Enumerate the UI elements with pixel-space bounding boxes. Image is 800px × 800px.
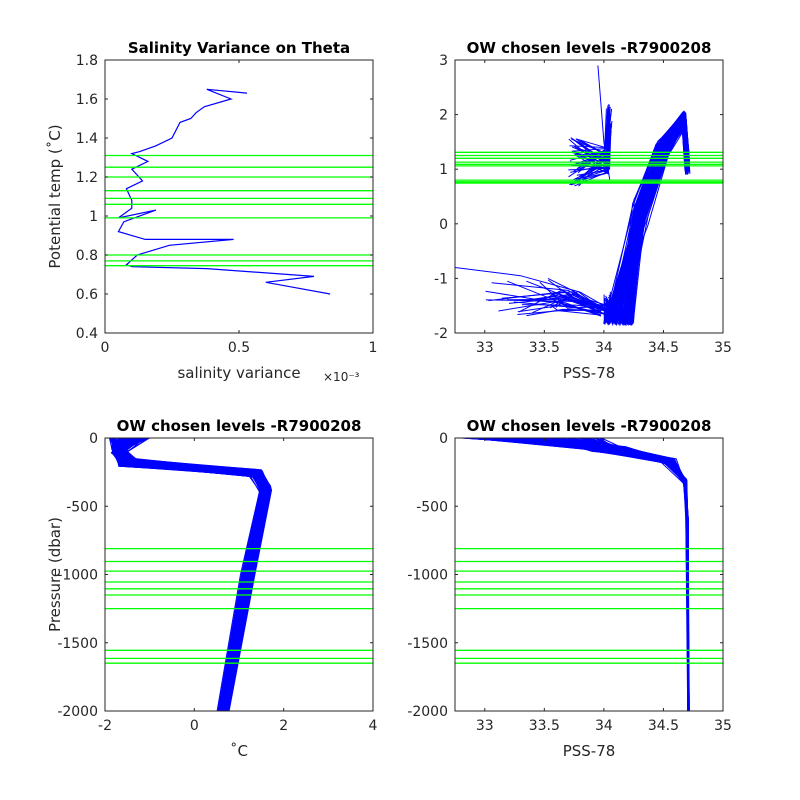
y-tick-label: -500 [66,499,98,515]
plot-area [455,65,723,327]
y-axis-label: Pressure (dbar) [46,517,64,632]
panel-pressure-temperature: -2 0 2 4 -2000 -1500 -1000 -500 0 OW chosen leve… [46,417,378,760]
ts-profile [521,304,603,310]
ts-profile [607,116,688,320]
ts-profile [597,65,611,181]
y-tick-label: 2 [439,108,448,124]
y-tick-label: -2000 [407,704,448,720]
ts-profile [485,290,602,316]
y-tick-label: -2 [434,326,448,342]
x-tick-label: 34.5 [648,718,679,734]
x-tick-label: 35 [714,340,732,356]
ts-profile [550,293,602,312]
y-tick-label: 0 [439,217,448,233]
y-tick-label: 0.6 [76,287,98,303]
x-tick-label: 34.5 [648,340,679,356]
ts-profile [572,106,611,165]
profile-lines [461,438,690,711]
panel-pressure-salinity: 33 33.5 34 34.5 35 -2000 -1500 -1000 -500 0 OW ch… [407,417,732,760]
x-axis-label: salinity variance [177,364,300,382]
axis-ticks: -2 0 2 4 -2000 -1500 -1000 -500 0 [57,431,377,734]
y-tick-label: -1500 [57,636,98,652]
chart-title: OW chosen levels -R7900208 [467,39,712,57]
ts-profile [569,129,610,161]
ts-profile [534,295,606,315]
ts-profile [508,296,609,310]
x-axis-label: ˚C [230,742,248,760]
y-tick-label: 1 [89,209,98,225]
ts-profile [574,129,611,185]
ts-profile [551,305,601,316]
x-axis-label: PSS-78 [563,742,616,760]
x-tick-label: 2 [279,718,288,734]
y-tick-label: -1500 [407,636,448,652]
y-axis-label: Potential temp (˚C) [46,124,64,268]
chosen-levels [105,547,373,664]
x-axis-label: PSS-78 [563,364,616,382]
y-tick-label: -1 [434,271,448,287]
ts-profile [488,291,610,307]
plot-area [105,88,373,295]
chart-title: Salinity Variance on Theta [128,39,350,57]
chosen-levels [105,154,373,267]
axis-ticks: 33 33.5 34 34.5 35 -2 -1 0 1 2 3 [434,53,732,356]
x-tick-label: 0.5 [228,340,250,356]
x-tick-label: -2 [98,718,112,734]
x-tick-label: 33 [476,718,494,734]
ts-profile [607,127,688,322]
y-tick-label: 1 [439,162,448,178]
y-tick-label: 1.6 [76,92,98,108]
x-tick-label: 34 [595,718,613,734]
axis-ticks: 33 33.5 34 34.5 35 -2000 -1500 -1000 -500 0 [407,431,732,734]
x-tick-label: 33 [476,340,494,356]
chosen-levels [455,151,723,184]
y-tick-label: -2000 [57,704,98,720]
y-tick-label: 0.8 [76,248,98,264]
y-tick-label: 0 [439,431,448,447]
x-tick-label: 0 [190,718,199,734]
plot-area [105,438,373,711]
profile-lines [109,438,273,711]
x-tick-label: 35 [714,718,732,734]
ts-profile [532,299,608,314]
chart-title: OW chosen levels -R7900208 [467,417,712,435]
x-tick-label: 34 [595,340,613,356]
y-tick-label: -1000 [407,568,448,584]
axes-box [454,59,724,334]
ts-profile [550,292,601,313]
plot-area [455,438,723,711]
x-tick-label: 0 [101,340,110,356]
panel-salinity-variance: 0 0.5 1 0.4 0.6 0.8 1 1.2 1.4 1.6 1.8 Salinity Var… [46,39,377,384]
y-tick-label: -1000 [57,568,98,584]
temperature-profile [118,438,266,711]
salinity-profile [525,438,690,711]
chosen-levels [455,547,723,664]
chart-title: OW chosen levels -R7900208 [117,417,362,435]
y-tick-label: 0.4 [76,326,98,342]
x-tick-label: 33.5 [529,718,560,734]
y-tick-label: 1.4 [76,131,98,147]
y-tick-label: 3 [439,53,448,69]
ts-profile [604,118,691,321]
x-axis-exponent: ×10⁻³ [323,370,360,384]
x-tick-label: 1 [369,340,378,356]
temperature-profile [111,438,264,711]
ts-profile [572,117,611,162]
ts-profile [537,293,603,314]
panel-theta-salinity: 33 33.5 34 34.5 35 -2 -1 0 1 2 3 OW chosen levels … [434,39,732,382]
axis-ticks: 0 0.5 1 0.4 0.6 0.8 1 1.2 1.4 1.6 1.8 [76,53,378,356]
y-tick-label: 1.8 [76,53,98,69]
x-tick-label: 4 [369,718,378,734]
x-tick-label: 33.5 [529,340,560,356]
y-tick-label: -500 [416,499,448,515]
temperature-profile [117,438,268,711]
y-tick-label: 0 [89,431,98,447]
ts-profile [455,267,605,307]
y-tick-label: 1.2 [76,170,98,186]
